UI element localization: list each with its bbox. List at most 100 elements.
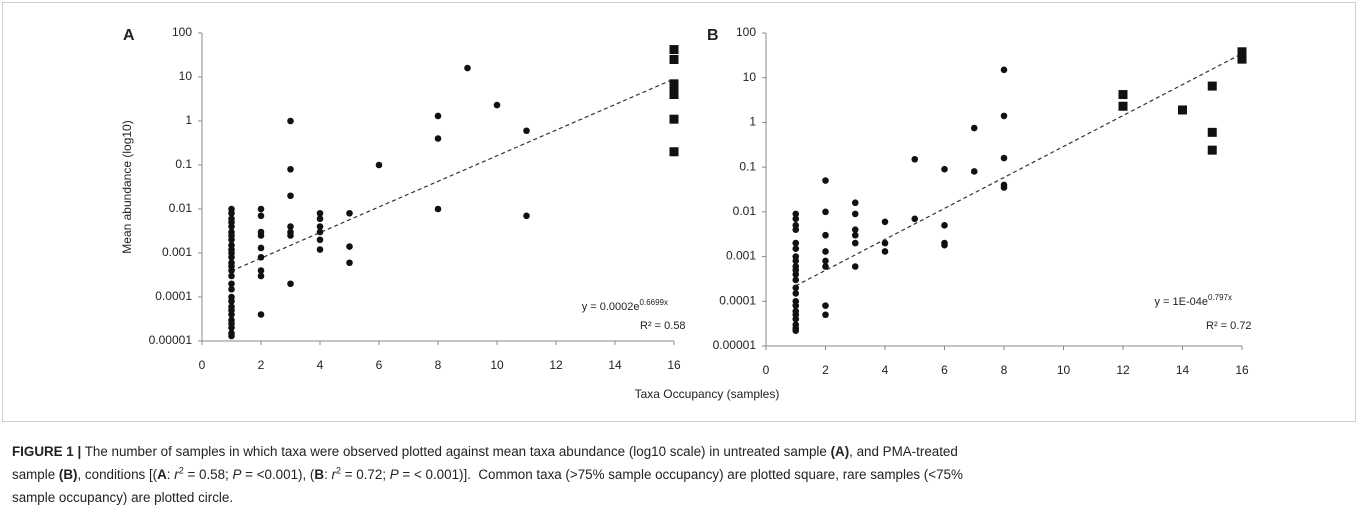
circle-point	[970, 124, 978, 132]
circle-point	[375, 161, 383, 169]
x-axis-label: Taxa Occupancy (samples)	[635, 387, 780, 401]
square-point	[1207, 127, 1217, 137]
circle-point	[881, 248, 889, 255]
figure: Taxa Occupancy (samples) 1001010.10.010.…	[120, 25, 1251, 401]
circle-point	[316, 215, 324, 223]
circle-point	[316, 223, 324, 230]
circle-point	[1000, 184, 1008, 191]
caption-text: (B)	[58, 467, 78, 482]
circle-point	[792, 257, 800, 265]
circle-point	[970, 168, 978, 175]
caption-line: FIGURE 1 | The number of samples in whic…	[12, 440, 1356, 463]
square-point	[1207, 81, 1217, 91]
x-tick-label: 2	[822, 363, 829, 377]
x-tick-label: 6	[941, 363, 948, 377]
circle-point	[822, 208, 829, 216]
circle-point	[851, 210, 859, 218]
circle-point	[822, 263, 829, 270]
circle-point	[822, 231, 829, 239]
circle-point	[881, 218, 889, 226]
circle-point	[287, 165, 294, 173]
circle-point	[851, 263, 859, 270]
x-tick-label: 16	[1235, 363, 1249, 377]
caption-text: 2	[335, 465, 341, 476]
circle-point	[792, 245, 800, 252]
caption-line: sample occupancy) are plotted circle.	[12, 486, 1356, 509]
x-tick-label: 8	[1001, 363, 1008, 377]
circle-point	[792, 327, 800, 334]
caption-text: :	[324, 467, 332, 482]
square-point	[669, 54, 679, 64]
caption: FIGURE 1 | The number of samples in whic…	[12, 440, 1356, 509]
circle-point	[287, 117, 294, 125]
circle-point	[316, 228, 324, 236]
equation-exponent: 0.797x	[1208, 293, 1232, 302]
circle-point	[792, 210, 800, 218]
square-point	[669, 114, 679, 124]
circle-point	[228, 324, 235, 332]
circle-point	[228, 280, 235, 288]
circle-point	[792, 226, 800, 233]
circle-point	[792, 302, 800, 309]
circle-point	[257, 232, 265, 239]
circle-point	[822, 302, 829, 309]
circle-point	[228, 236, 235, 244]
y-tick-label: 0.0001	[155, 289, 192, 303]
caption-text: FIGURE 1 |	[12, 444, 82, 459]
circle-point	[287, 192, 294, 200]
circle-point	[792, 315, 800, 323]
x-tick-label: 14	[608, 358, 622, 372]
circle-point	[228, 332, 235, 340]
equation-base: y = 0.0002e	[582, 301, 640, 313]
caption-text: sample occupancy) are plotted circle.	[12, 490, 234, 505]
equation: y = 1E-04e0.797x	[1154, 293, 1232, 308]
circle-point	[228, 267, 235, 274]
x-tick-label: 0	[199, 358, 206, 372]
y-tick-label: 0.01	[169, 201, 193, 215]
circle-point	[1000, 112, 1008, 120]
figure-frame	[2, 2, 1356, 422]
circle-point	[792, 290, 800, 297]
circle-point	[792, 276, 800, 284]
circle-point	[851, 239, 859, 247]
circle-point	[941, 222, 948, 229]
equation-exponent: 0.6699x	[640, 298, 668, 307]
circle-point	[792, 215, 800, 223]
caption-text: , and PMA-treated	[849, 444, 958, 459]
r-squared: R² = 0.58	[640, 320, 686, 332]
circle-point	[434, 135, 442, 142]
x-tick-label: 10	[1057, 363, 1071, 377]
panel-label: A	[123, 27, 135, 44]
x-tick-label: 8	[435, 358, 442, 372]
x-tick-label: 0	[763, 363, 770, 377]
circle-point	[316, 236, 324, 244]
circle-point	[493, 101, 501, 109]
y-tick-label: 1	[185, 113, 192, 127]
square-point	[669, 79, 679, 89]
y-tick-label: 100	[172, 25, 192, 39]
caption-text: r	[174, 467, 179, 482]
caption-text: = <0.001), (	[241, 467, 315, 482]
circle-point	[228, 311, 235, 318]
caption-text: P	[389, 467, 399, 482]
square-point	[669, 45, 679, 55]
circle-point	[228, 272, 235, 280]
circle-point	[434, 112, 442, 120]
x-tick-label: 10	[490, 358, 504, 372]
circle-point	[822, 311, 829, 319]
square-point	[669, 90, 679, 100]
circle-point	[228, 285, 235, 293]
circle-point	[257, 244, 265, 252]
x-tick-label: 6	[376, 358, 383, 372]
circle-point	[851, 231, 859, 239]
circle-point	[257, 205, 265, 213]
circle-point	[822, 257, 829, 265]
circle-point	[228, 209, 235, 217]
circle-point	[941, 165, 948, 173]
circle-point	[257, 253, 265, 261]
square-point	[1118, 101, 1128, 111]
circle-point	[346, 243, 353, 250]
circle-point	[822, 177, 829, 184]
circle-point	[257, 311, 265, 318]
